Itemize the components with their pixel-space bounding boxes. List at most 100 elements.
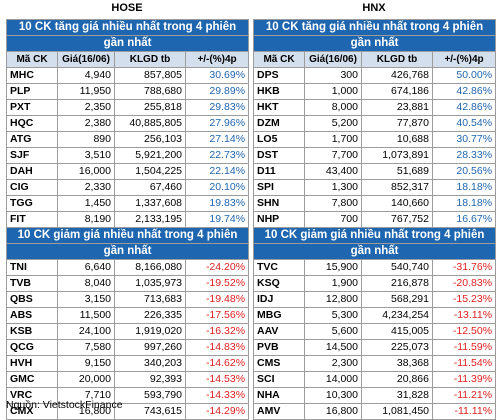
price: 6,640 <box>57 259 115 276</box>
table-row: KSQ 1,900 216,878 -20.83% <box>253 275 497 292</box>
pct-change: -11.54% <box>431 355 497 372</box>
hose-up-title-row: gần nhất <box>5 35 250 52</box>
table-row: PLP 11,950 788,680 29.89% <box>6 83 250 100</box>
hnx-up-title-line2: gần nhất <box>252 35 497 52</box>
avg-volume: 568,291 <box>361 291 433 308</box>
pct-change: 50.00% <box>431 67 497 84</box>
pct-change: 18.18% <box>431 179 497 196</box>
stock-code: PXT <box>6 99 58 116</box>
table-row: HQC 2,380 40,885,805 27.96% <box>6 115 250 132</box>
stock-code: MBG <box>253 307 305 324</box>
stock-code: KSB <box>6 323 58 340</box>
stock-code: QBS <box>6 291 58 308</box>
pct-change: 16.67% <box>431 211 497 228</box>
stock-code: SCI <box>253 371 305 388</box>
table-row: NHA 10,300 31,828 -11.21% <box>253 387 497 404</box>
pct-change: -14.33% <box>184 387 250 404</box>
price: 7,800 <box>304 195 362 212</box>
hnx-table: 10 CK tăng giá nhiều nhất trong 4 phiên g… <box>252 19 497 420</box>
price: 9,150 <box>57 355 115 372</box>
hnx-down-title-line1: 10 CK giảm giá nhiều nhất trong 4 phiên <box>252 227 497 244</box>
table-row: ABS 11,500 226,335 -17.56% <box>6 307 250 324</box>
avg-volume: 77,870 <box>361 115 433 132</box>
column-header-2: KLGD tb <box>361 51 433 68</box>
table-row: MHC 4,940 857,805 30.69% <box>6 67 250 84</box>
pct-change: 29.83% <box>184 99 250 116</box>
price: 5,300 <box>304 307 362 324</box>
price: 2,330 <box>57 179 115 196</box>
stock-code: HQC <box>6 115 58 132</box>
stock-code: LO5 <box>253 131 305 148</box>
table-row: DZM 5,200 77,870 40.54% <box>253 115 497 132</box>
pct-change: 18.18% <box>431 195 497 212</box>
avg-volume: 713,683 <box>114 291 186 308</box>
price: 14,000 <box>304 371 362 388</box>
table-row: CMS 2,300 38,368 -11.54% <box>253 355 497 372</box>
price: 7,700 <box>304 147 362 164</box>
hose-up-column-header-row: Mã CK Giá(16/06) KLGD tb +/-(%)4p <box>6 51 250 68</box>
stock-code: D11 <box>253 163 305 180</box>
table-row: HKB 1,000 674,186 42.86% <box>253 83 497 100</box>
avg-volume: 225,073 <box>361 339 433 356</box>
hose-up-title-line2: gần nhất <box>5 35 250 52</box>
avg-volume: 38,368 <box>361 355 433 372</box>
avg-volume: 216,878 <box>361 275 433 292</box>
avg-volume: 340,203 <box>114 355 186 372</box>
source-note: Nguồn: VietstockFinance <box>6 399 123 411</box>
pct-change: 27.96% <box>184 115 250 132</box>
price: 2,380 <box>57 115 115 132</box>
table-row: MBG 5,300 4,234,254 -13.11% <box>253 307 497 324</box>
avg-volume: 1,081,450 <box>361 403 433 420</box>
table-row: SJF 3,510 5,921,200 22.73% <box>6 147 250 164</box>
table-row: HKT 8,000 23,881 42.86% <box>253 99 497 116</box>
table-row: FIT 8,190 2,133,195 19.74% <box>6 211 250 228</box>
hnx-up-title-row: 10 CK tăng giá nhiều nhất trong 4 phiên <box>252 19 497 36</box>
avg-volume: 2,133,195 <box>114 211 186 228</box>
hose-down-title-row: 10 CK giảm giá nhiều nhất trong 4 phiên <box>5 227 250 244</box>
avg-volume: 8,166,080 <box>114 259 186 276</box>
price: 10,300 <box>304 387 362 404</box>
table-row: DPS 300 426,768 50.00% <box>253 67 497 84</box>
pct-change: -13.11% <box>431 307 497 324</box>
pct-change: -19.48% <box>184 291 250 308</box>
hnx-down-title-line2: gần nhất <box>252 243 497 260</box>
column-header-1: Giá(16/06) <box>57 51 115 68</box>
stock-code: DZM <box>253 115 305 132</box>
stock-code: TVB <box>6 275 58 292</box>
pct-change: -11.21% <box>431 387 497 404</box>
pct-change: -31.76% <box>431 259 497 276</box>
stock-code: NHP <box>253 211 305 228</box>
stock-code: QCG <box>6 339 58 356</box>
pct-change: 42.86% <box>431 83 497 100</box>
price: 8,000 <box>304 99 362 116</box>
price: 1,300 <box>304 179 362 196</box>
hose-down-title-row: gần nhất <box>5 243 250 260</box>
stock-code: DST <box>253 147 305 164</box>
pct-change: -14.29% <box>184 403 250 420</box>
hnx-up-title-row: gần nhất <box>252 35 497 52</box>
column-header-0: Mã CK <box>6 51 58 68</box>
pct-change: 20.56% <box>431 163 497 180</box>
pct-change: 30.69% <box>184 67 250 84</box>
stock-code: NHA <box>253 387 305 404</box>
pct-change: -14.83% <box>184 339 250 356</box>
stock-code: TGG <box>6 195 58 212</box>
avg-volume: 51,689 <box>361 163 433 180</box>
table-row: PXT 2,350 255,818 29.83% <box>6 99 250 116</box>
avg-volume: 31,828 <box>361 387 433 404</box>
hose-label: HOSE <box>111 2 143 14</box>
hnx-label: HNX <box>362 2 386 14</box>
pct-change: -24.20% <box>184 259 250 276</box>
avg-volume: 593,790 <box>114 387 186 404</box>
column-header-2: KLGD tb <box>114 51 186 68</box>
price: 43,400 <box>304 163 362 180</box>
avg-volume: 674,186 <box>361 83 433 100</box>
stock-code: AAV <box>253 323 305 340</box>
stock-code: SPI <box>253 179 305 196</box>
price: 8,040 <box>57 275 115 292</box>
hnx-up-column-header-row: Mã CK Giá(16/06) KLGD tb +/-(%)4p <box>253 51 497 68</box>
hose-down-title-line2: gần nhất <box>5 243 250 260</box>
price: 1,700 <box>304 131 362 148</box>
price: 3,510 <box>57 147 115 164</box>
table-row: ATG 890 256,103 27.14% <box>6 131 250 148</box>
